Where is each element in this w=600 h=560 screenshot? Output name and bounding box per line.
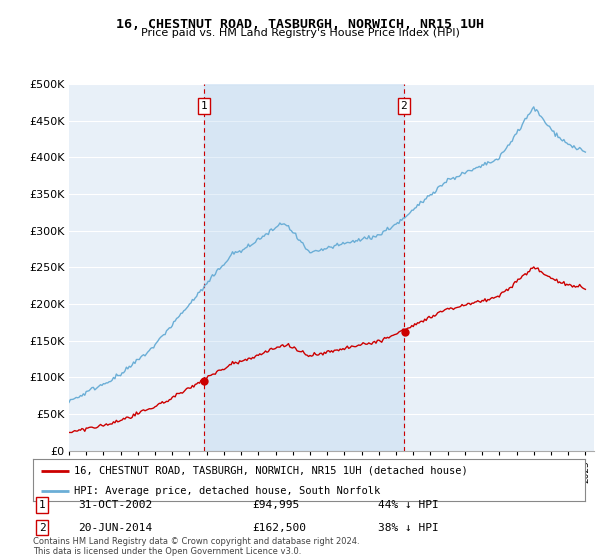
Text: Price paid vs. HM Land Registry's House Price Index (HPI): Price paid vs. HM Land Registry's House … xyxy=(140,28,460,38)
Text: £94,995: £94,995 xyxy=(252,500,299,510)
Text: £162,500: £162,500 xyxy=(252,522,306,533)
Text: 1: 1 xyxy=(200,101,207,111)
Text: HPI: Average price, detached house, South Norfolk: HPI: Average price, detached house, Sout… xyxy=(74,486,380,496)
Text: 20-JUN-2014: 20-JUN-2014 xyxy=(78,522,152,533)
Text: 16, CHESTNUT ROAD, TASBURGH, NORWICH, NR15 1UH: 16, CHESTNUT ROAD, TASBURGH, NORWICH, NR… xyxy=(116,18,484,31)
Text: 44% ↓ HPI: 44% ↓ HPI xyxy=(378,500,439,510)
Text: Contains HM Land Registry data © Crown copyright and database right 2024.
This d: Contains HM Land Registry data © Crown c… xyxy=(33,536,359,556)
Text: 31-OCT-2002: 31-OCT-2002 xyxy=(78,500,152,510)
Text: 1: 1 xyxy=(38,500,46,510)
Text: 16, CHESTNUT ROAD, TASBURGH, NORWICH, NR15 1UH (detached house): 16, CHESTNUT ROAD, TASBURGH, NORWICH, NR… xyxy=(74,465,468,475)
Text: 2: 2 xyxy=(38,522,46,533)
Text: 2: 2 xyxy=(401,101,407,111)
Text: 38% ↓ HPI: 38% ↓ HPI xyxy=(378,522,439,533)
Bar xyxy=(204,84,404,451)
